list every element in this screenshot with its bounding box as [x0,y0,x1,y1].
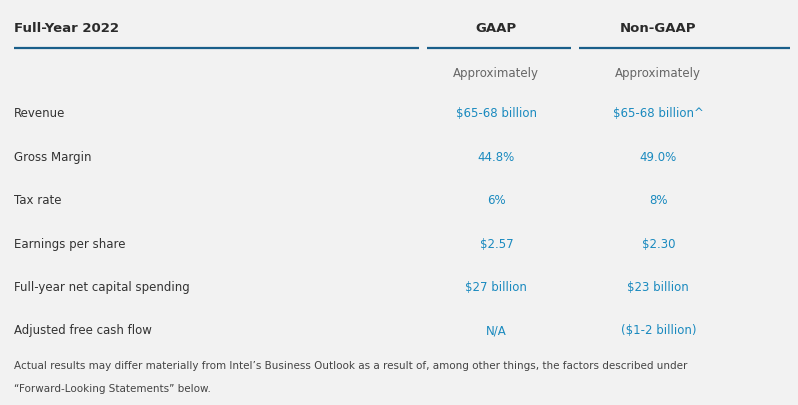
Text: 8%: 8% [649,194,668,207]
Text: Approximately: Approximately [615,66,701,79]
Text: 49.0%: 49.0% [640,150,677,163]
Text: N/A: N/A [486,324,507,337]
Text: Approximately: Approximately [453,66,539,79]
Text: Gross Margin: Gross Margin [14,150,92,163]
Text: Earnings per share: Earnings per share [14,237,126,250]
Text: Adjusted free cash flow: Adjusted free cash flow [14,324,152,337]
Text: $23 billion: $23 billion [627,280,689,293]
Text: $65-68 billion^: $65-68 billion^ [613,107,704,120]
Text: $65-68 billion: $65-68 billion [456,107,537,120]
Text: Non-GAAP: Non-GAAP [620,22,697,35]
Text: $2.57: $2.57 [480,237,513,250]
Text: Tax rate: Tax rate [14,194,62,207]
Text: Revenue: Revenue [14,107,65,120]
Text: ($1-2 billion): ($1-2 billion) [621,324,696,337]
Text: GAAP: GAAP [476,22,517,35]
Text: 6%: 6% [487,194,506,207]
Text: 44.8%: 44.8% [478,150,515,163]
Text: Full-Year 2022: Full-Year 2022 [14,22,120,35]
Text: Full-year net capital spending: Full-year net capital spending [14,280,190,293]
Text: $27 billion: $27 billion [465,280,527,293]
Text: “Forward-Looking Statements” below.: “Forward-Looking Statements” below. [14,383,211,393]
Text: $2.30: $2.30 [642,237,675,250]
Text: Actual results may differ materially from Intel’s Business Outlook as a result o: Actual results may differ materially fro… [14,360,688,371]
